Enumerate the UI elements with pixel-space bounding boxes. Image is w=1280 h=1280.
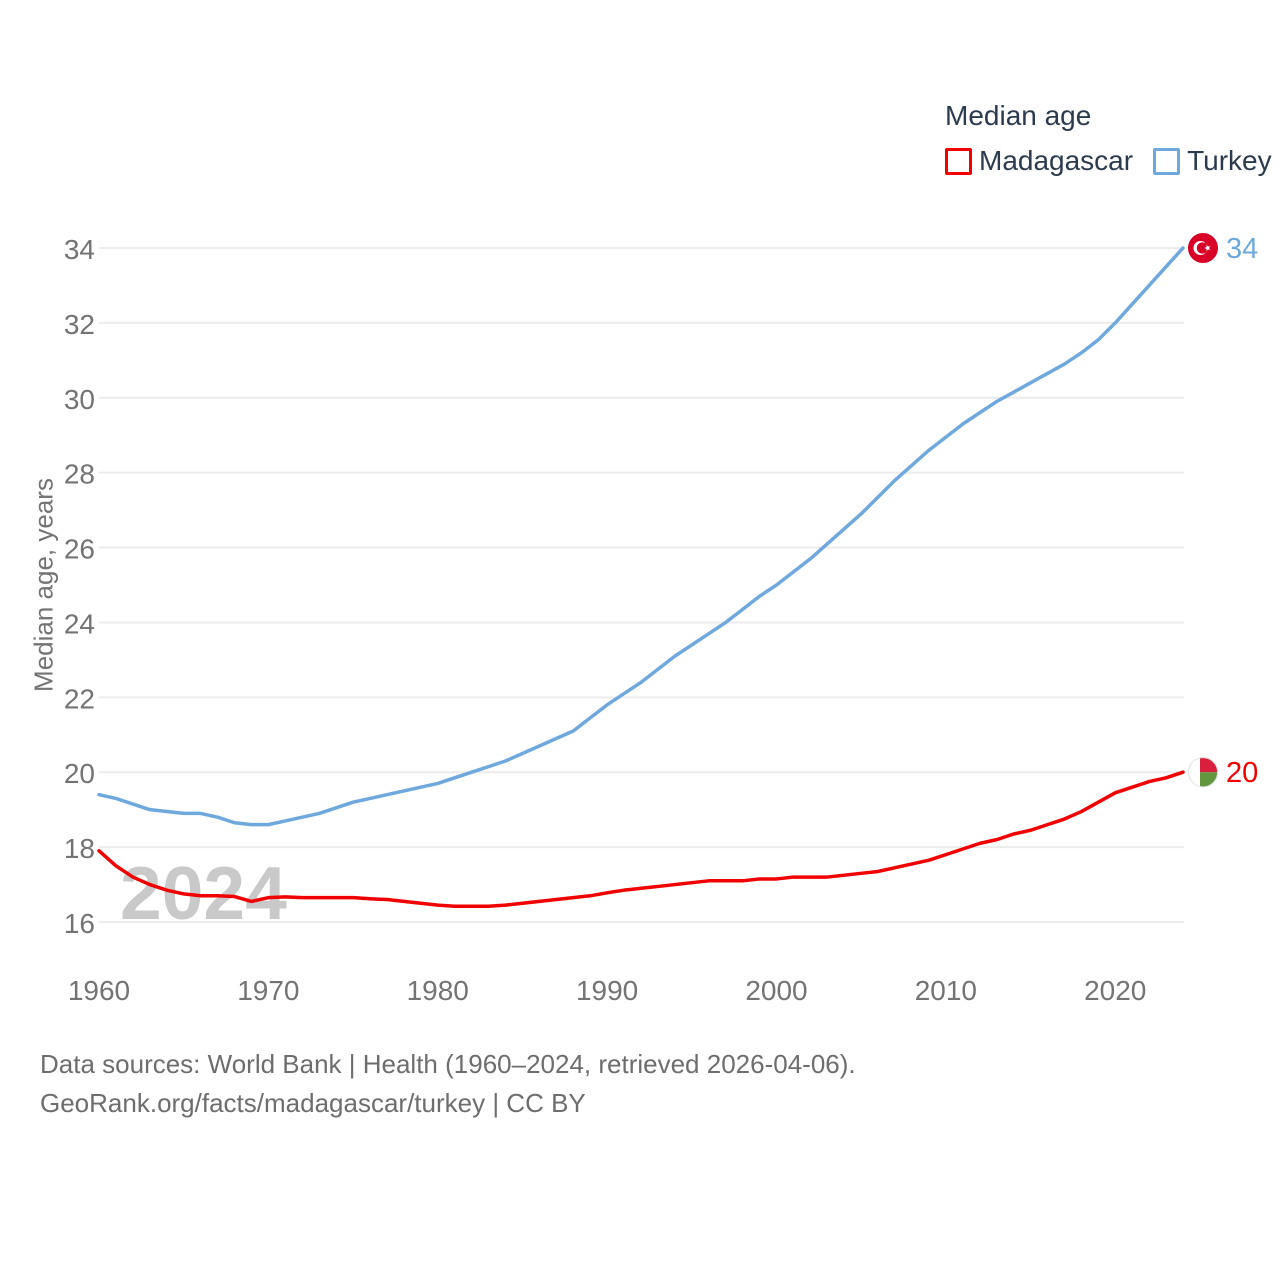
y-tick-label: 16 <box>64 908 95 939</box>
y-tick-label: 26 <box>64 534 95 565</box>
y-tick-label: 34 <box>64 234 95 265</box>
turkey-end-value: 34 <box>1226 233 1258 265</box>
footer-data-sources: Data sources: World Bank | Health (1960–… <box>40 1049 856 1079</box>
chart-title: Median age <box>945 100 1092 131</box>
y-tick-label: 20 <box>64 758 95 789</box>
footer-attribution: GeoRank.org/facts/madagascar/turkey | CC… <box>40 1088 586 1118</box>
x-tick-label: 1960 <box>68 975 130 1006</box>
x-tick-label: 1970 <box>237 975 299 1006</box>
legend-item-madagascar[interactable]: Madagascar <box>945 145 1133 177</box>
y-axis-title: Median age, years <box>28 478 59 692</box>
y-tick-label: 28 <box>64 459 95 490</box>
series-line-madagascar <box>97 770 1185 909</box>
legend-swatch-madagascar <box>945 147 972 175</box>
legend-label-turkey: Turkey <box>1187 145 1272 176</box>
x-axis-ticks: 1960 1970 1980 1990 2000 2010 2020 <box>68 975 1147 1006</box>
legend: Median age Madagascar Turkey <box>945 100 1272 177</box>
legend-label-madagascar: Madagascar <box>979 145 1134 176</box>
legend-row: Madagascar Turkey <box>945 145 1272 177</box>
madagascar-end-value: 20 <box>1226 757 1258 789</box>
x-tick-label: 1980 <box>407 975 469 1006</box>
series-lines <box>97 246 1185 909</box>
legend-swatch-turkey <box>1153 147 1181 175</box>
y-tick-label: 22 <box>64 683 95 714</box>
y-tick-label: 30 <box>64 384 95 415</box>
y-tick-label: 18 <box>64 833 95 864</box>
y-tick-label: 32 <box>64 309 95 340</box>
x-tick-label: 1990 <box>576 975 638 1006</box>
legend-item-turkey[interactable]: Turkey <box>1153 145 1272 177</box>
x-tick-label: 2010 <box>915 975 977 1006</box>
y-axis-ticks: 16 18 20 22 24 26 28 30 32 34 <box>64 234 95 939</box>
turkey-flag-icon <box>1188 233 1218 263</box>
footer: Data sources: World Bank | Health (1960–… <box>40 1045 856 1123</box>
x-tick-label: 2020 <box>1084 975 1146 1006</box>
x-tick-label: 2000 <box>745 975 807 1006</box>
madagascar-flag-icon <box>1187 757 1219 788</box>
series-line-turkey <box>97 246 1185 827</box>
y-tick-label: 24 <box>64 608 95 639</box>
gridlines <box>99 247 1184 923</box>
watermark-year: 2024 <box>120 851 287 935</box>
